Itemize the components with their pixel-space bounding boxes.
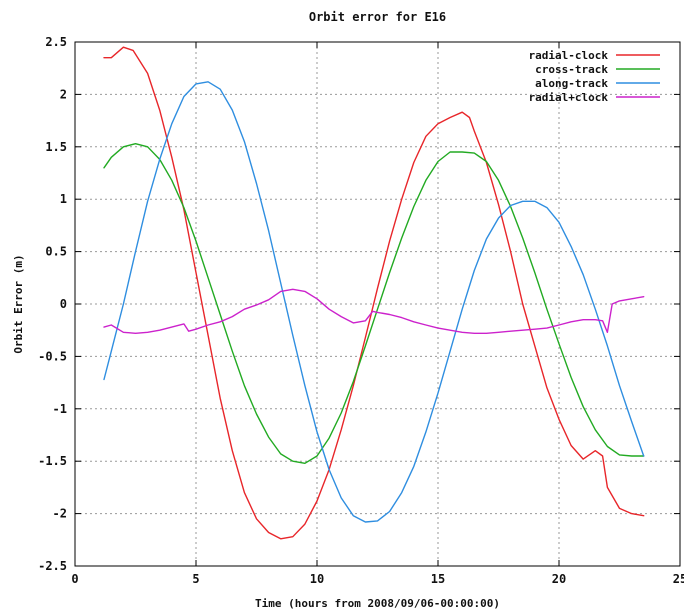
x-tick-label: 10 [310,572,324,586]
y-tick-label: -2 [53,507,67,521]
y-tick-label: 0.5 [45,245,67,259]
x-tick-label: 15 [431,572,445,586]
legend: radial-clockcross-trackalong-trackradial… [529,49,660,104]
legend-label-radial-clock: radial-clock [529,49,609,62]
x-tick-label: 25 [673,572,684,586]
x-tick-label: 20 [552,572,566,586]
series-line-radial+clock [103,288,645,334]
legend-label-radial+clock: radial+clock [529,91,609,104]
x-axis-label: Time (hours from 2008/09/06-00:00:00) [255,597,500,610]
y-tick-label: -0.5 [38,349,67,363]
y-tick-label: 1 [60,192,67,206]
y-axis-label: Orbit Error (m) [12,254,25,353]
x-tick-label: 5 [192,572,199,586]
axis-ticks: 0 5 10 15 20 25 2.5 2 1.5 1 0.5 0 -0.5 -1 -1.5 -2 -2.5 [38,35,684,586]
y-tick-label: 2.5 [45,35,67,49]
chart-title: Orbit error for E16 [309,10,446,24]
y-tick-label: -2.5 [38,559,67,573]
series-line-radial-clock [103,46,645,540]
legend-label-along-track: along-track [535,77,608,90]
series-group [103,46,645,540]
legend-label-cross-track: cross-track [535,63,608,76]
x-tick-label: 0 [71,572,78,586]
y-tick-label: -1 [53,402,67,416]
y-tick-label: 1.5 [45,140,67,154]
series-line-along-track [103,81,645,523]
y-tick-label: 2 [60,87,67,101]
grid [75,42,680,566]
y-tick-label: 0 [60,297,67,311]
y-tick-label: -1.5 [38,454,67,468]
